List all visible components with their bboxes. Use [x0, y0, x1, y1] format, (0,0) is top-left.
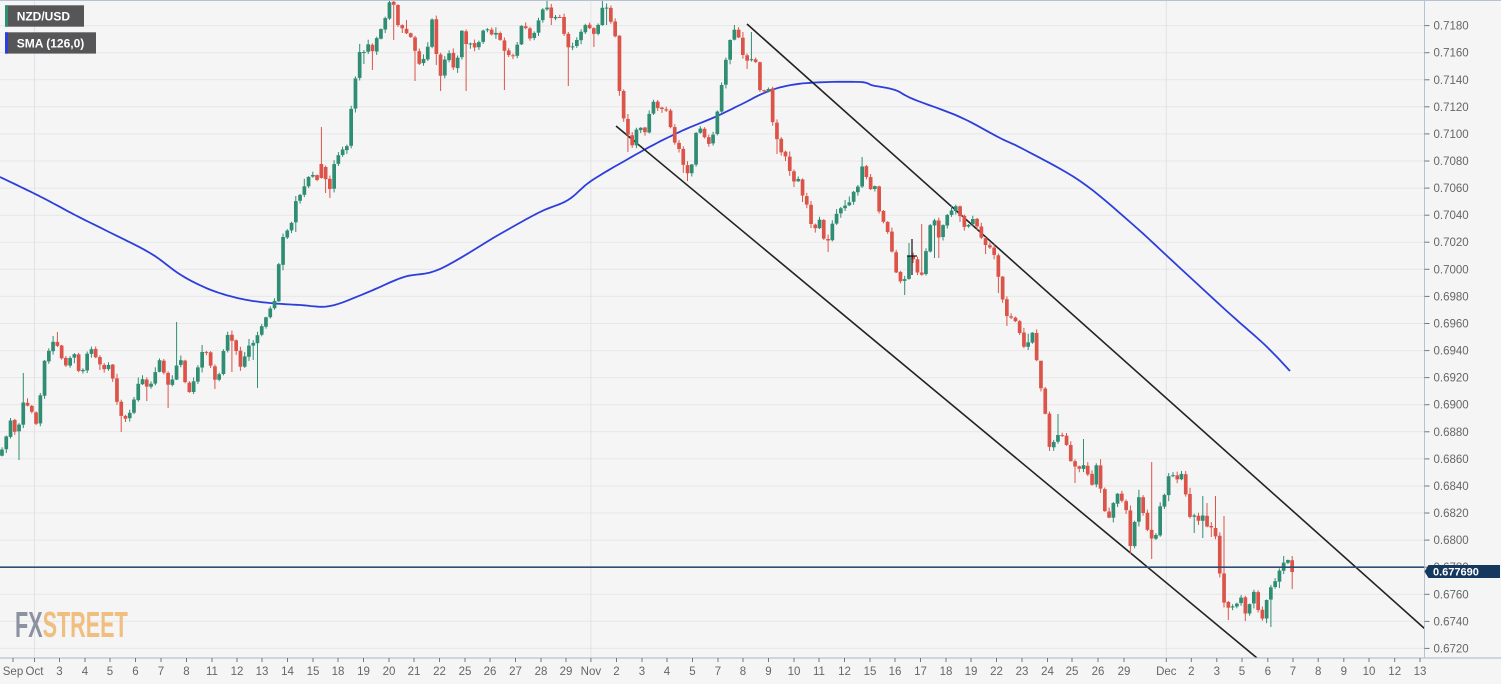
svg-text:10: 10 [788, 666, 801, 678]
svg-text:7: 7 [1290, 666, 1296, 678]
svg-text:0.7180: 0.7180 [1434, 21, 1469, 33]
svg-text:3: 3 [1214, 666, 1220, 678]
svg-text:5: 5 [689, 666, 695, 678]
svg-text:22: 22 [433, 666, 446, 678]
svg-text:15: 15 [307, 666, 320, 678]
svg-text:5: 5 [107, 666, 113, 678]
svg-text:Nov: Nov [581, 666, 602, 678]
svg-text:6: 6 [1265, 666, 1271, 678]
svg-text:21: 21 [408, 666, 421, 678]
svg-text:0.7020: 0.7020 [1434, 237, 1469, 249]
svg-text:11: 11 [206, 666, 218, 678]
svg-text:0.6940: 0.6940 [1434, 346, 1469, 358]
svg-text:2: 2 [1188, 666, 1194, 678]
svg-text:0.6840: 0.6840 [1434, 481, 1469, 493]
svg-text:0.7040: 0.7040 [1434, 210, 1469, 222]
svg-text:18: 18 [332, 666, 345, 678]
svg-text:0.6900: 0.6900 [1434, 400, 1469, 412]
svg-text:25: 25 [1066, 666, 1079, 678]
svg-text:0.7140: 0.7140 [1434, 75, 1469, 87]
svg-text:0.7100: 0.7100 [1434, 129, 1469, 141]
svg-text:Dec: Dec [1156, 666, 1177, 678]
svg-text:0.6860: 0.6860 [1434, 454, 1469, 466]
svg-text:11: 11 [813, 666, 825, 678]
svg-text:Sep: Sep [3, 666, 23, 678]
svg-text:29: 29 [560, 666, 573, 678]
svg-text:0.6760: 0.6760 [1434, 589, 1469, 601]
svg-text:26: 26 [484, 666, 497, 678]
svg-text:0.6960: 0.6960 [1434, 319, 1469, 331]
svg-text:18: 18 [940, 666, 953, 678]
svg-text:0.677690: 0.677690 [1433, 567, 1479, 579]
svg-text:NZD/USD: NZD/USD [17, 9, 71, 23]
svg-text:8: 8 [740, 666, 746, 678]
svg-text:0.6980: 0.6980 [1434, 291, 1469, 303]
svg-text:17: 17 [914, 666, 927, 678]
svg-text:9: 9 [1341, 666, 1347, 678]
svg-text:0.6740: 0.6740 [1434, 616, 1469, 628]
svg-text:0.6720: 0.6720 [1434, 643, 1469, 655]
svg-text:13: 13 [256, 666, 269, 678]
svg-text:7: 7 [715, 666, 721, 678]
svg-text:0.6880: 0.6880 [1434, 427, 1469, 439]
svg-text:15: 15 [864, 666, 877, 678]
svg-text:4: 4 [82, 666, 89, 678]
svg-text:0.6800: 0.6800 [1434, 535, 1469, 547]
svg-text:23: 23 [1016, 666, 1029, 678]
svg-text:7: 7 [158, 666, 164, 678]
svg-text:12: 12 [838, 666, 851, 678]
svg-text:20: 20 [383, 666, 396, 678]
svg-text:4: 4 [664, 666, 671, 678]
svg-text:22: 22 [990, 666, 1003, 678]
svg-text:19: 19 [357, 666, 370, 678]
svg-text:12: 12 [231, 666, 244, 678]
svg-text:FXSTREET: FXSTREET [15, 605, 128, 645]
svg-text:10: 10 [1363, 666, 1376, 678]
svg-text:2: 2 [613, 666, 619, 678]
svg-text:12: 12 [1388, 666, 1401, 678]
svg-text:5: 5 [1239, 666, 1245, 678]
svg-text:9: 9 [765, 666, 771, 678]
svg-text:Oct: Oct [26, 666, 45, 678]
svg-text:0.7120: 0.7120 [1434, 102, 1469, 114]
svg-text:6: 6 [132, 666, 138, 678]
svg-text:3: 3 [639, 666, 645, 678]
svg-text:19: 19 [965, 666, 978, 678]
svg-text:25: 25 [459, 666, 472, 678]
svg-text:0.6920: 0.6920 [1434, 373, 1469, 385]
svg-text:8: 8 [183, 666, 189, 678]
svg-text:8: 8 [1315, 666, 1321, 678]
svg-text:0.7080: 0.7080 [1434, 156, 1469, 168]
svg-text:3: 3 [56, 666, 62, 678]
svg-text:0.7000: 0.7000 [1434, 264, 1469, 276]
svg-text:28: 28 [535, 666, 548, 678]
svg-text:29: 29 [1118, 666, 1131, 678]
svg-text:0.7060: 0.7060 [1434, 183, 1469, 195]
svg-text:0.6820: 0.6820 [1434, 508, 1469, 520]
svg-text:13: 13 [1414, 666, 1427, 678]
svg-text:24: 24 [1041, 666, 1054, 678]
svg-text:26: 26 [1092, 666, 1105, 678]
svg-text:16: 16 [889, 666, 902, 678]
svg-text:0.7160: 0.7160 [1434, 48, 1469, 60]
svg-text:14: 14 [281, 666, 294, 678]
svg-text:27: 27 [509, 666, 522, 678]
svg-text:SMA (126,0): SMA (126,0) [17, 36, 85, 50]
